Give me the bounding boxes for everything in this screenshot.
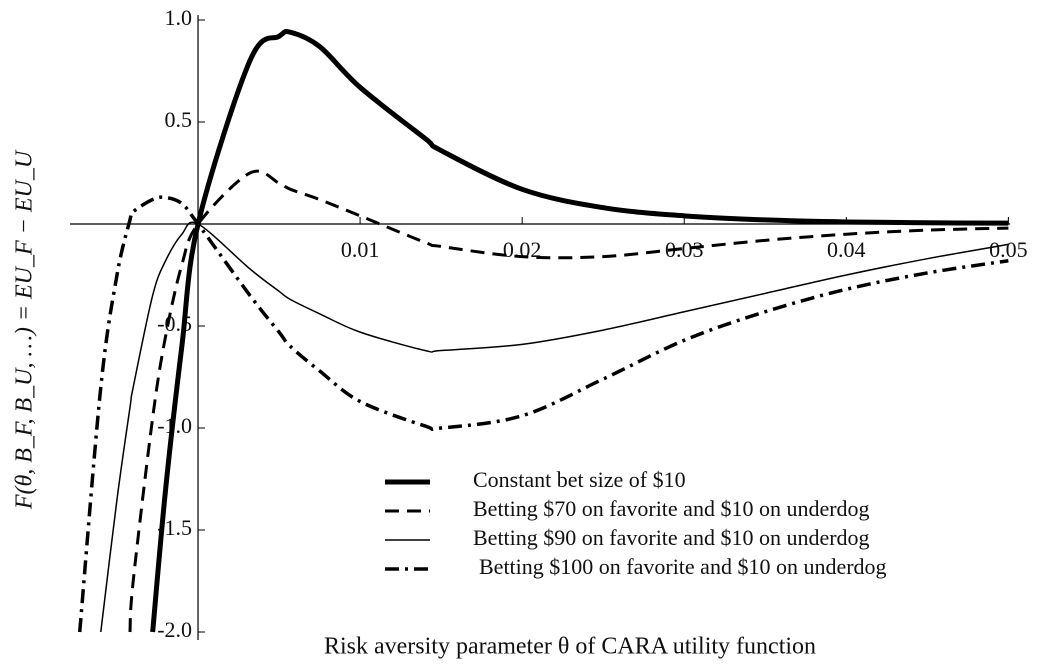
series-line xyxy=(100,221,1009,633)
series-line xyxy=(128,169,1009,633)
legend-label: Betting $70 on favorite and $10 on under… xyxy=(473,496,870,521)
legend-label: Betting $90 on favorite and $10 on under… xyxy=(473,525,870,550)
y-tick-label: 0.5 xyxy=(165,107,193,132)
y-axis-title: F(θ, B_F, B_U, …) = EU_F − EU_U xyxy=(12,149,38,510)
x-tick-label: 0.04 xyxy=(827,237,866,262)
series-line xyxy=(77,195,1009,633)
y-tick-label: -2.0 xyxy=(157,617,192,642)
x-tick-label: 0.02 xyxy=(503,237,542,262)
x-axis-title: Risk aversity parameter θ of CARA utilit… xyxy=(324,634,816,660)
y-tick-label: 1.0 xyxy=(165,5,193,30)
legend-label: Betting $100 on favorite and $10 on unde… xyxy=(479,554,887,579)
legend-label: Constant bet size of $10 xyxy=(473,467,686,492)
x-tick-label: 0.05 xyxy=(989,237,1028,262)
x-tick-label: 0.01 xyxy=(341,237,380,262)
series-line xyxy=(150,28,1009,633)
